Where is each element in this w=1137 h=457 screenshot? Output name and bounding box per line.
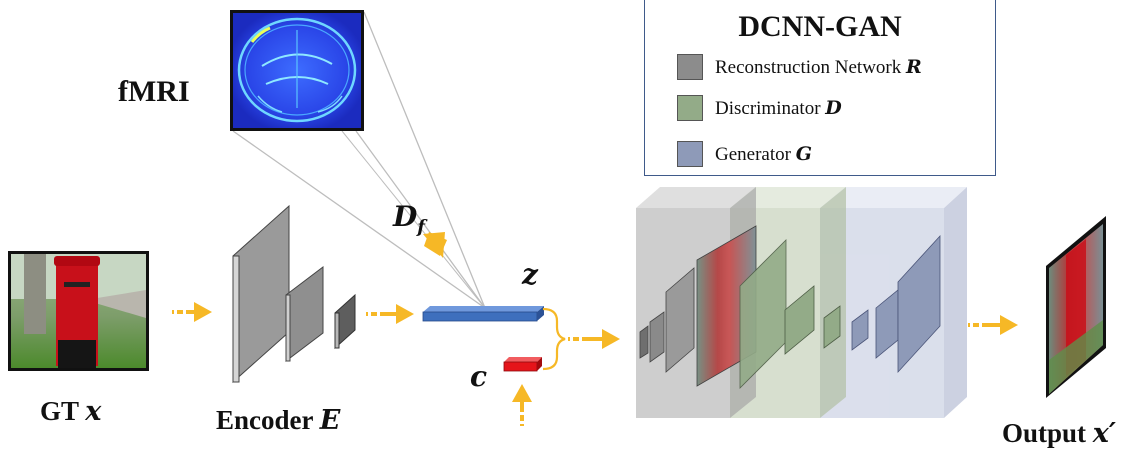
arrow-gt-to-encoder — [172, 302, 212, 322]
legend-item-label: Generator G — [715, 142, 812, 165]
legend-item-reconstruction: Reconstruction Network R — [677, 52, 922, 82]
df-label: Df — [393, 200, 426, 238]
arrow-input-c — [512, 384, 532, 426]
network-blocks — [636, 187, 967, 418]
c-label: c — [470, 360, 488, 393]
legend: DCNN-GAN Reconstruction Network R Discri… — [644, 0, 996, 176]
fmri-label: fMRI — [118, 75, 190, 108]
merge-bracket — [542, 307, 566, 371]
legend-item-label: Discriminator D — [715, 96, 842, 119]
gt-label: GT x — [40, 396, 102, 427]
encoder-label: Encoder E — [216, 405, 341, 436]
legend-title: DCNN-GAN — [738, 10, 902, 43]
fmri-projection — [232, 11, 486, 309]
legend-swatch — [677, 95, 703, 121]
gt-image — [8, 251, 149, 371]
legend-item-generator: Generator G — [677, 139, 812, 169]
legend-item-label: Reconstruction Network R — [715, 55, 922, 78]
encoder-blocks — [232, 204, 356, 384]
arrows — [172, 232, 1018, 426]
output-label: Output x′ — [1002, 418, 1117, 449]
legend-swatch — [677, 54, 703, 80]
arrow-fmri-to-z — [423, 232, 447, 258]
z-vector — [422, 306, 544, 322]
arrow-to-network — [568, 329, 620, 349]
output-image — [1046, 216, 1106, 398]
fmri-image — [230, 10, 364, 131]
c-vector — [503, 357, 542, 372]
arrow-to-output — [968, 315, 1018, 335]
legend-swatch — [677, 141, 703, 167]
z-label: z — [522, 258, 538, 291]
legend-item-discriminator: Discriminator D — [677, 93, 842, 123]
arrow-encoder-to-z — [366, 304, 414, 324]
